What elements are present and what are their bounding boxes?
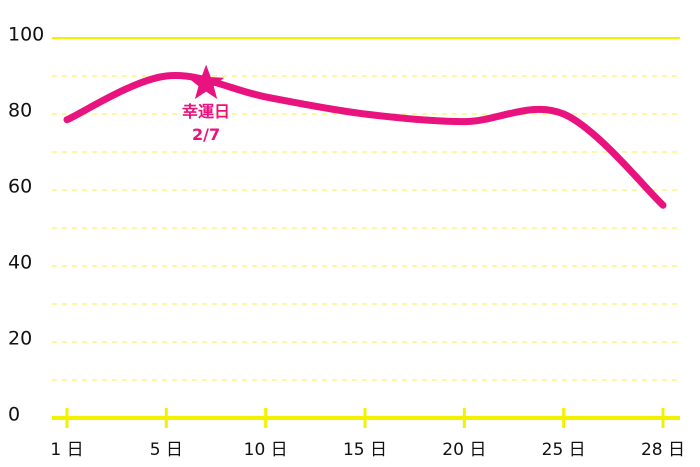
y-tick-label: 40 — [8, 252, 32, 274]
x-tick-label: 28 日 — [641, 440, 685, 460]
y-tick-label: 0 — [8, 404, 20, 426]
y-tick-label: 20 — [8, 328, 32, 350]
x-tick-label: 20 日 — [442, 440, 486, 460]
star-marker — [188, 64, 225, 99]
x-tick-label: 15 日 — [343, 440, 387, 460]
x-tick-label: 25 日 — [542, 440, 586, 460]
line — [63, 71, 667, 209]
annotation-label: 幸運日 — [182, 102, 230, 121]
y-tick-label: 60 — [8, 176, 32, 198]
x-tick-label: 1 日 — [50, 440, 83, 460]
annotation-sublabel: 2/7 — [192, 125, 220, 144]
x-tick-label: 5 日 — [150, 440, 183, 460]
y-tick-label: 100 — [8, 24, 44, 46]
x-tick-label: 10 日 — [244, 440, 288, 460]
y-tick-label: 80 — [8, 100, 32, 122]
